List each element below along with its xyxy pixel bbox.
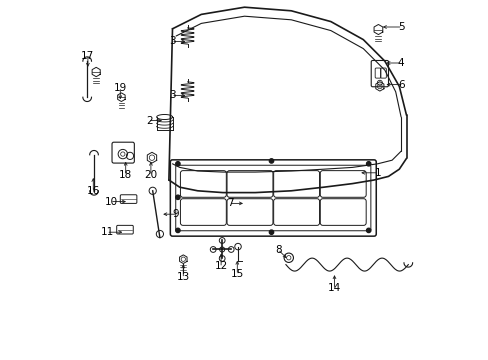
Circle shape [366,162,370,166]
Circle shape [366,228,370,233]
Text: 18: 18 [119,170,132,180]
Text: 20: 20 [144,170,157,180]
Text: 3: 3 [169,90,176,100]
Text: 11: 11 [101,227,114,237]
Text: 8: 8 [275,245,282,255]
Circle shape [175,162,180,166]
Text: 1: 1 [374,168,380,178]
Circle shape [269,230,273,234]
Text: 4: 4 [397,58,404,68]
Circle shape [175,228,180,233]
Text: 2: 2 [145,116,152,126]
Text: 14: 14 [327,283,341,293]
Circle shape [175,195,180,199]
Text: 16: 16 [86,186,100,196]
Text: 5: 5 [397,22,404,32]
Text: 15: 15 [230,269,244,279]
Text: 17: 17 [81,51,94,61]
Text: 10: 10 [104,197,118,207]
Text: 7: 7 [226,198,233,208]
Text: 6: 6 [397,80,404,90]
Text: 19: 19 [113,83,127,93]
Text: 9: 9 [172,209,179,219]
Text: 12: 12 [214,261,227,271]
Text: 13: 13 [176,272,189,282]
Circle shape [269,159,273,163]
Text: 3: 3 [169,36,176,46]
